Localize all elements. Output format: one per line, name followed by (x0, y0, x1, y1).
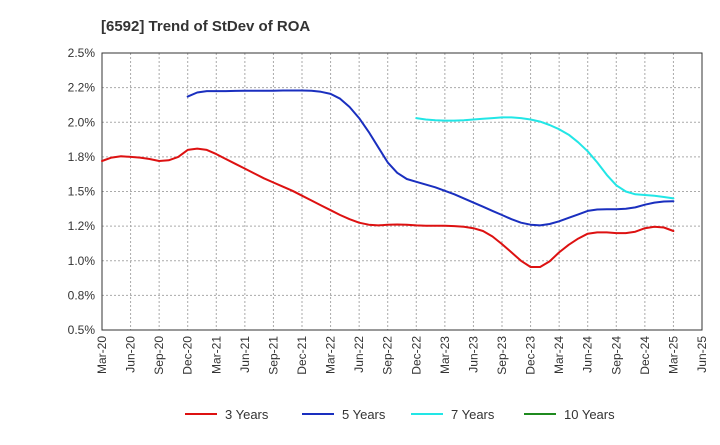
legend: 3 Years 5 Years 7 Years 10 Years (185, 407, 615, 422)
x-tick-label: Sep-23 (495, 336, 509, 375)
x-tick-label: Mar-20 (95, 336, 109, 374)
legend-label: 7 Years (451, 407, 495, 422)
series-line-3-years (101, 147, 675, 268)
y-tick-label: 0.5% (68, 323, 96, 337)
x-tick-label: Sep-22 (381, 336, 395, 375)
legend-label: 5 Years (342, 407, 386, 422)
series-line-5-years (186, 89, 675, 227)
x-tick-label: Dec-21 (295, 336, 309, 375)
y-tick-label: 1.2% (68, 219, 96, 233)
y-tick-label: 1.0% (68, 254, 96, 268)
plot-border (101, 52, 703, 331)
series-layer (101, 89, 675, 268)
y-tick-label: 2.2% (68, 81, 96, 95)
legend-label: 3 Years (225, 407, 269, 422)
x-tick-label: Jun-25 (695, 336, 709, 373)
x-tick-label: Dec-23 (524, 336, 538, 375)
y-tick-label: 2.5% (68, 46, 96, 60)
y-tick-label: 0.8% (68, 288, 96, 302)
x-tick-label: Mar-21 (209, 336, 223, 374)
x-tick-label: Mar-25 (666, 336, 680, 374)
series-line-7-years (415, 116, 675, 200)
chart-title: [6592] Trend of StDev of ROA (101, 18, 310, 35)
y-tick-label: 1.5% (68, 185, 96, 199)
y-tick-label: 2.0% (68, 115, 96, 129)
x-tick-label: Mar-24 (552, 336, 566, 374)
x-tick-label: Jun-23 (466, 336, 480, 373)
x-tick-label: Dec-24 (638, 336, 652, 375)
x-tick-label: Jun-24 (581, 336, 595, 373)
x-tick-label: Mar-23 (438, 336, 452, 374)
legend-label: 10 Years (564, 407, 615, 422)
x-tick-label: Dec-20 (181, 336, 195, 375)
x-tick-label: Mar-22 (324, 336, 338, 374)
x-tick-label: Dec-22 (409, 336, 423, 375)
x-tick-label: Jun-21 (238, 336, 252, 373)
x-tick-label: Jun-20 (124, 336, 138, 373)
x-tick-label: Sep-21 (266, 336, 280, 375)
x-tick-label: Jun-22 (352, 336, 366, 373)
y-tick-label: 1.8% (68, 150, 96, 164)
axis-layer: 2.5%2.2%2.0%1.8%1.5%1.2%1.0%0.8%0.5%Mar-… (68, 46, 709, 375)
x-tick-label: Sep-24 (609, 336, 623, 375)
x-tick-label: Sep-20 (152, 336, 166, 375)
